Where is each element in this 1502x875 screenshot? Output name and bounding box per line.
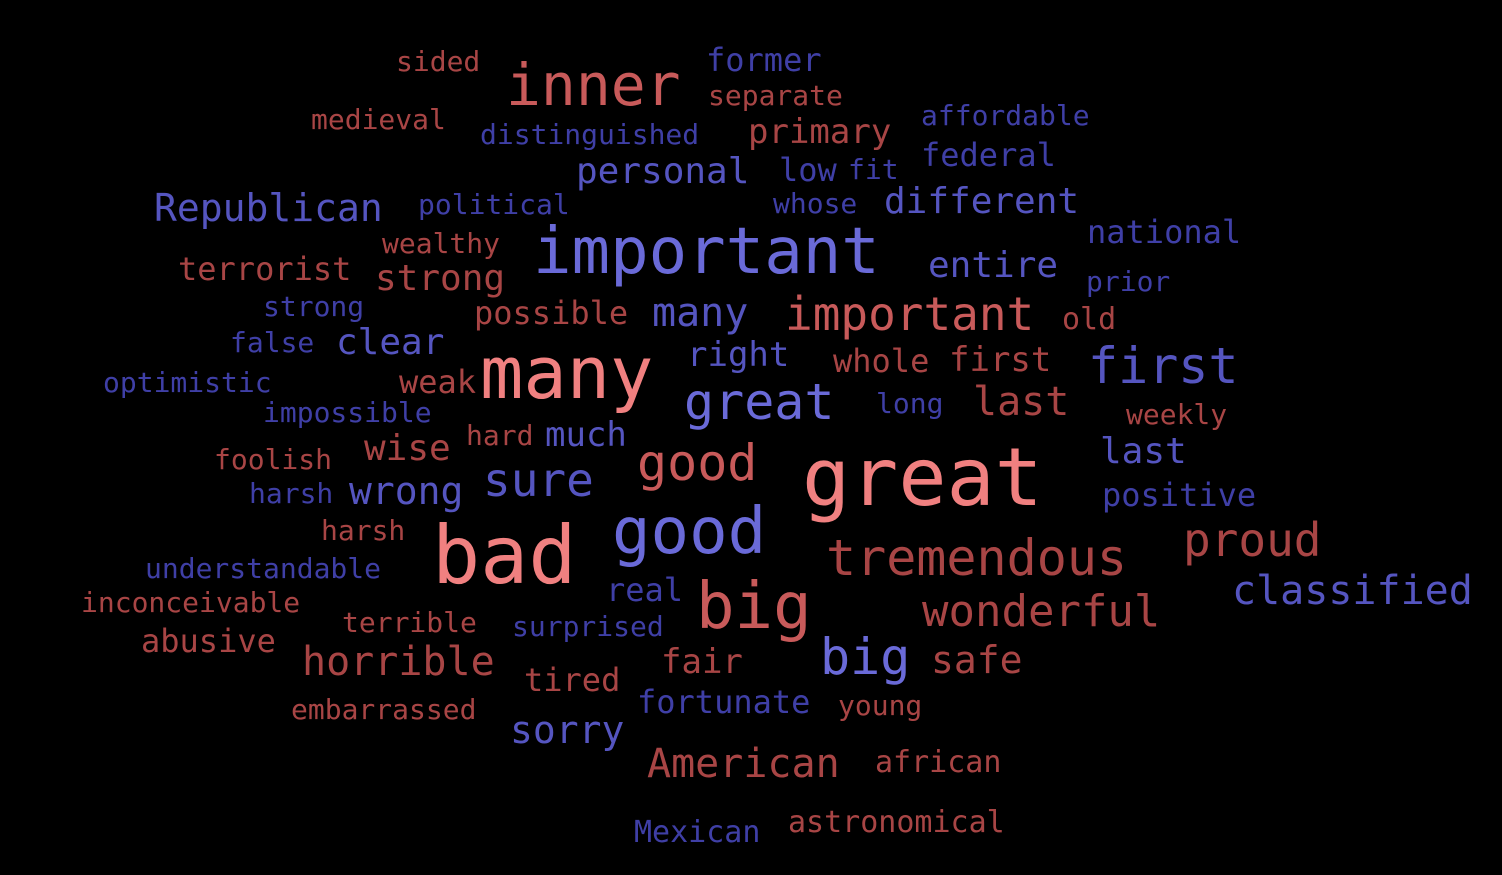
cloud-word-tremendous: tremendous bbox=[826, 529, 1128, 587]
cloud-word-political: political bbox=[418, 188, 570, 221]
cloud-word-primary: primary bbox=[748, 112, 892, 152]
cloud-word-big: big bbox=[696, 570, 812, 644]
cloud-word-embarrassed: embarrassed bbox=[291, 693, 477, 726]
cloud-word-great: great bbox=[802, 431, 1043, 524]
cloud-word-wise: wise bbox=[364, 428, 451, 469]
cloud-word-different: different bbox=[884, 181, 1080, 222]
cloud-word-fair: fair bbox=[661, 642, 743, 682]
cloud-word-important: important bbox=[785, 287, 1035, 341]
cloud-word-prior: prior bbox=[1086, 265, 1171, 298]
cloud-word-terrible: terrible bbox=[342, 606, 477, 639]
cloud-word-understandable: understandable bbox=[145, 552, 382, 585]
cloud-word-sure: sure bbox=[483, 453, 594, 507]
cloud-word-entire: entire bbox=[928, 245, 1059, 286]
cloud-word-false: false bbox=[230, 326, 315, 359]
cloud-word-abusive: abusive bbox=[141, 622, 276, 660]
cloud-word-old: old bbox=[1062, 302, 1117, 337]
cloud-word-distinguished: distinguished bbox=[480, 118, 700, 151]
cloud-word-proud: proud bbox=[1183, 513, 1322, 567]
cloud-word-inner: inner bbox=[506, 51, 681, 119]
cloud-word-inconceivable: inconceivable bbox=[81, 586, 301, 619]
cloud-word-strong: strong bbox=[375, 258, 506, 299]
cloud-word-long: long bbox=[876, 387, 944, 420]
cloud-word-low: low bbox=[779, 151, 837, 189]
cloud-word-terrorist: terrorist bbox=[178, 250, 352, 288]
cloud-word-wrong: wrong bbox=[349, 469, 464, 513]
cloud-word-weak: weak bbox=[399, 363, 477, 401]
cloud-word-wealthy: wealthy bbox=[382, 227, 501, 260]
cloud-word-last: last bbox=[1100, 431, 1187, 472]
cloud-word-real: real bbox=[606, 571, 684, 609]
cloud-word-great: great bbox=[684, 373, 835, 431]
cloud-word-whose: whose bbox=[773, 187, 858, 220]
cloud-word-much: much bbox=[545, 415, 627, 455]
cloud-word-mexican: Mexican bbox=[634, 815, 761, 850]
cloud-word-strong: strong bbox=[263, 290, 365, 323]
cloud-word-optimistic: optimistic bbox=[103, 366, 272, 399]
cloud-word-clear: clear bbox=[336, 322, 445, 363]
cloud-word-harsh: harsh bbox=[321, 514, 406, 547]
cloud-word-many: many bbox=[480, 331, 654, 415]
cloud-word-big: big bbox=[820, 628, 911, 686]
cloud-word-positive: positive bbox=[1102, 476, 1257, 514]
cloud-word-tired: tired bbox=[524, 661, 621, 699]
cloud-word-wonderful: wonderful bbox=[922, 586, 1161, 637]
cloud-word-former: former bbox=[706, 41, 822, 79]
cloud-word-african: african bbox=[875, 745, 1002, 780]
cloud-word-whole: whole bbox=[833, 342, 930, 380]
cloud-word-separate: separate bbox=[708, 79, 843, 112]
cloud-word-young: young bbox=[838, 689, 923, 722]
cloud-word-first: first bbox=[1088, 337, 1239, 395]
cloud-word-federal: federal bbox=[921, 136, 1056, 174]
cloud-word-right: right bbox=[687, 335, 790, 375]
cloud-word-astronomical: astronomical bbox=[788, 805, 1005, 840]
cloud-word-weekly: weekly bbox=[1126, 398, 1228, 431]
cloud-word-important: important bbox=[533, 215, 880, 289]
cloud-word-bad: bad bbox=[432, 509, 577, 602]
cloud-word-fortunate: fortunate bbox=[637, 683, 811, 721]
cloud-word-possible: possible bbox=[474, 294, 629, 332]
cloud-word-impossible: impossible bbox=[263, 396, 432, 429]
cloud-word-medieval: medieval bbox=[311, 103, 446, 136]
cloud-word-sorry: sorry bbox=[510, 708, 625, 752]
cloud-word-republican: Republican bbox=[154, 186, 383, 230]
cloud-word-last: last bbox=[973, 379, 1070, 425]
cloud-word-american: American bbox=[647, 741, 840, 787]
cloud-word-surprised: surprised bbox=[512, 610, 664, 643]
cloud-word-harsh: harsh bbox=[249, 477, 334, 510]
cloud-word-foolish: foolish bbox=[214, 443, 333, 476]
cloud-word-sided: sided bbox=[396, 45, 481, 78]
cloud-word-fit: fit bbox=[848, 153, 899, 186]
cloud-word-safe: safe bbox=[931, 638, 1023, 682]
cloud-word-horrible: horrible bbox=[302, 639, 495, 685]
cloud-word-affordable: affordable bbox=[921, 99, 1090, 132]
cloud-word-good: good bbox=[637, 434, 758, 492]
cloud-word-classified: classified bbox=[1232, 568, 1473, 614]
cloud-word-personal: personal bbox=[576, 151, 750, 192]
cloud-word-national: national bbox=[1087, 213, 1242, 251]
cloud-word-many: many bbox=[652, 290, 749, 336]
cloud-word-good: good bbox=[612, 495, 767, 569]
cloud-word-hard: hard bbox=[466, 419, 534, 452]
cloud-word-first: first bbox=[949, 340, 1052, 380]
